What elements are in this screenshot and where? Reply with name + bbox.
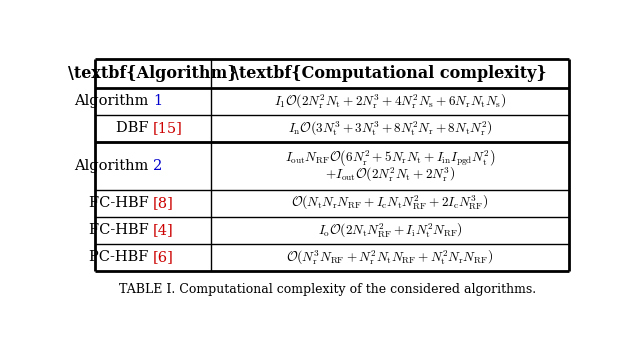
Text: 1: 1 bbox=[153, 94, 163, 108]
Text: Algorithm: Algorithm bbox=[74, 159, 153, 173]
Text: $+I_\mathrm{out}\mathcal{O}\left(2N_\mathrm{r}^2N_\mathrm{t}+2N_\mathrm{r}^3\rig: $+I_\mathrm{out}\mathcal{O}\left(2N_\mat… bbox=[325, 165, 455, 184]
Text: $\mathcal{O}\left(N_\mathrm{r}^3N_\mathrm{RF}+N_\mathrm{r}^2N_\mathrm{t}N_\mathr: $\mathcal{O}\left(N_\mathrm{r}^3N_\mathr… bbox=[287, 248, 493, 267]
Text: [6]: [6] bbox=[153, 250, 174, 264]
Text: $\mathcal{O}\left(N_\mathrm{t}N_\mathrm{r}N_\mathrm{RF}+I_\mathrm{c}N_\mathrm{t}: $\mathcal{O}\left(N_\mathrm{t}N_\mathrm{… bbox=[291, 194, 489, 213]
Text: DBF: DBF bbox=[116, 121, 153, 135]
Text: FC-HBF: FC-HBF bbox=[89, 223, 153, 237]
Text: $I_\mathrm{out}N_\mathrm{RF}\mathcal{O}\left(6N_\mathrm{r}^2+5N_\mathrm{r}N_\mat: $I_\mathrm{out}N_\mathrm{RF}\mathcal{O}\… bbox=[285, 148, 495, 168]
Text: [4]: [4] bbox=[153, 223, 174, 237]
Text: Algorithm: Algorithm bbox=[74, 94, 153, 108]
Text: [15]: [15] bbox=[153, 121, 183, 135]
Text: \textbf{Algorithm}: \textbf{Algorithm} bbox=[68, 65, 238, 82]
Text: \textbf{Computational complexity}: \textbf{Computational complexity} bbox=[233, 65, 547, 82]
Text: TABLE I. Computational complexity of the considered algorithms.: TABLE I. Computational complexity of the… bbox=[120, 283, 536, 296]
Text: $I_\mathrm{o}\mathcal{O}\left(2N_\mathrm{t}N_\mathrm{RF}^2+I_\mathrm{i}N_\mathrm: $I_\mathrm{o}\mathcal{O}\left(2N_\mathrm… bbox=[317, 221, 463, 240]
Text: $I_1\mathcal{O}\left(2N_\mathrm{r}^2N_\mathrm{t}+2N_\mathrm{r}^3+4N_\mathrm{r}^2: $I_1\mathcal{O}\left(2N_\mathrm{r}^2N_\m… bbox=[274, 92, 506, 111]
Text: 2: 2 bbox=[153, 159, 163, 173]
Text: $I_\mathrm{n}\mathcal{O}\left(3N_\mathrm{t}^3+3N_\mathrm{t}^3+8N_\mathrm{t}^2N_\: $I_\mathrm{n}\mathcal{O}\left(3N_\mathrm… bbox=[287, 119, 493, 138]
Text: [8]: [8] bbox=[153, 196, 174, 210]
Text: PC-HBF: PC-HBF bbox=[89, 250, 153, 264]
Text: FC-HBF: FC-HBF bbox=[89, 196, 153, 210]
